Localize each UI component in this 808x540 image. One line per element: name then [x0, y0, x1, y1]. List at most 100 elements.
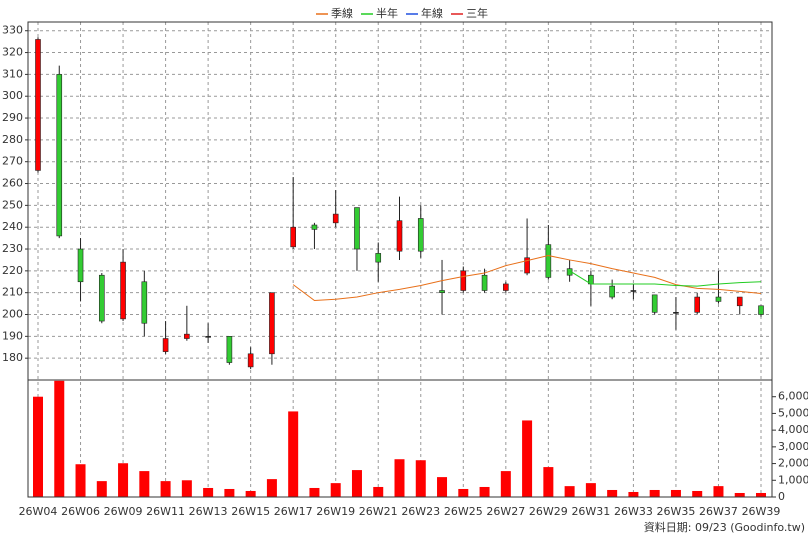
candle-body [715, 296, 722, 302]
y-tick-label: 180 [2, 351, 23, 364]
x-tick-label: 26W13 [189, 505, 228, 518]
candle-body [77, 248, 84, 283]
y-tick-label: 240 [2, 220, 23, 233]
volume-bar [139, 471, 150, 497]
volume-bar [75, 464, 86, 497]
volume-bar [479, 486, 490, 497]
candle-body [184, 333, 190, 339]
candle-body [332, 213, 339, 224]
candle-body [503, 283, 509, 291]
y2-tick-label: 4,000 [778, 423, 808, 436]
candle-body [673, 312, 679, 314]
x-tick-label: 26W37 [699, 505, 738, 518]
volume-bar [500, 471, 511, 497]
volume-bar [670, 489, 681, 497]
candle-body [205, 336, 211, 338]
candle-body [247, 353, 254, 368]
y-tick-label: 290 [2, 111, 23, 124]
y2-tick-label: 6,000 [778, 390, 808, 403]
y-tick-label: 330 [2, 24, 23, 37]
volume-bar [266, 479, 277, 497]
legend-label: 年線 [421, 6, 443, 20]
candle-body [98, 274, 105, 322]
candle-body [417, 218, 424, 252]
candle-body [609, 285, 615, 298]
candle-body [226, 336, 233, 363]
candle-body [524, 257, 530, 274]
candle-body [141, 281, 148, 324]
y-tick-label: 270 [2, 155, 23, 168]
volume-bar [522, 420, 533, 497]
y-tick-label: 280 [2, 133, 23, 146]
volume-bar [351, 470, 362, 497]
volume-bar [118, 463, 129, 497]
candle-body [35, 39, 41, 171]
candle-body [396, 220, 403, 252]
x-tick-label: 26W11 [146, 505, 185, 518]
candle-body [162, 338, 169, 352]
volume-bar [458, 488, 469, 497]
y-tick-label: 230 [2, 242, 23, 255]
volume-bar [96, 481, 107, 497]
volume-bar [607, 489, 618, 497]
volume-bar [181, 480, 192, 497]
volume-bar [734, 492, 745, 497]
y-tick-label: 250 [2, 198, 23, 211]
volume-bar [628, 491, 639, 497]
x-tick-label: 26W23 [401, 505, 440, 518]
y2-tick-label: 2,000 [778, 457, 808, 470]
y-tick-label: 310 [2, 67, 23, 80]
x-tick-label: 26W29 [529, 505, 568, 518]
volume-bar [437, 477, 448, 497]
candle-body [311, 224, 318, 230]
x-tick-label: 26W19 [316, 505, 355, 518]
volume-bar [54, 380, 65, 497]
legend-label: 三年 [466, 6, 488, 20]
candle-body [694, 296, 701, 313]
candle-body [290, 226, 296, 248]
x-tick-label: 26W39 [742, 505, 781, 518]
y2-tick-label: 0 [778, 490, 785, 503]
x-tick-label: 26W35 [657, 505, 696, 518]
volume-bar [160, 481, 171, 497]
y-tick-label: 300 [2, 89, 23, 102]
plot-frame [27, 21, 773, 498]
legend-label: 半年 [376, 6, 398, 20]
y-tick-label: 190 [2, 329, 23, 342]
volume-bar [394, 459, 405, 497]
volume-bar [33, 396, 43, 497]
x-tick-label: 26W21 [359, 505, 398, 518]
y-tick-label: 200 [2, 308, 23, 321]
y-tick-label: 210 [2, 286, 23, 299]
legend-label: 季線 [331, 6, 353, 20]
volume-bar [649, 489, 660, 497]
candle-body [120, 261, 126, 320]
volume-bar [330, 483, 341, 497]
volume-bar [543, 467, 554, 497]
volume-bar [373, 486, 384, 497]
candle-body [481, 274, 488, 291]
volume-bar [756, 492, 766, 497]
y-tick-label: 320 [2, 46, 23, 59]
volume-bar [203, 487, 214, 497]
volume-bar [224, 488, 235, 497]
y2-tick-label: 3,000 [778, 440, 808, 453]
volume-bar [585, 483, 596, 497]
footer: 資料日期: 09/23 (Goodinfo.tw) [644, 520, 805, 534]
x-tick-label: 26W15 [231, 505, 270, 518]
x-tick-label: 26W09 [104, 505, 143, 518]
volume-bar [692, 490, 703, 497]
volume-bar [415, 460, 426, 497]
candle-body [545, 244, 552, 278]
volume-bar [564, 486, 575, 497]
candle-body [460, 270, 467, 291]
volume-bar [713, 486, 724, 497]
y2-tick-label: 5,000 [778, 406, 808, 419]
x-tick-label: 26W25 [444, 505, 483, 518]
candle-body [758, 305, 764, 315]
candle-body [651, 294, 658, 313]
volume-bar [288, 411, 299, 497]
